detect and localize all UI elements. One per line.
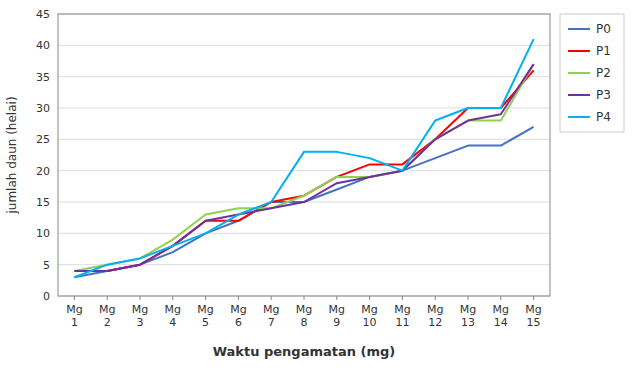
series-line — [74, 64, 533, 271]
x-tick-label: Mg15 — [525, 303, 541, 329]
y-tick-label: 35 — [36, 71, 50, 84]
x-tick — [172, 296, 173, 300]
legend-swatch — [568, 116, 590, 118]
x-tick-label: Mg8 — [296, 303, 312, 329]
x-tick — [271, 296, 272, 300]
x-tick — [402, 296, 403, 300]
y-tick-label: 20 — [36, 165, 50, 178]
x-tick — [304, 296, 305, 300]
chart-container: 051015202530354045Mg1Mg2Mg3Mg4Mg5Mg6Mg7M… — [0, 0, 632, 368]
x-tick — [238, 296, 239, 300]
legend-label: P4 — [596, 110, 611, 124]
y-tick-label: 40 — [36, 39, 50, 52]
x-tick — [468, 296, 469, 300]
legend-swatch — [568, 72, 590, 74]
x-tick-label: Mg13 — [460, 303, 476, 329]
plot-frame — [58, 14, 550, 296]
x-tick-label: Mg4 — [165, 303, 181, 329]
x-tick — [369, 296, 370, 300]
x-tick-label: Mg9 — [329, 303, 345, 329]
grid-line — [58, 233, 550, 234]
grid-line — [58, 139, 550, 140]
grid-line — [58, 45, 550, 46]
x-tick-label: Mg11 — [394, 303, 410, 329]
y-tick-label: 0 — [43, 290, 50, 303]
y-axis-label: jumlah daun (helai) — [5, 96, 19, 214]
x-tick-label: Mg10 — [361, 303, 377, 329]
x-axis-label: Waktu pengamatan (mg) — [213, 344, 396, 359]
y-tick-label: 10 — [36, 227, 50, 240]
legend-swatch — [568, 50, 590, 52]
x-tick-label: Mg14 — [493, 303, 509, 329]
y-tick-label: 30 — [36, 102, 50, 115]
series-line — [74, 39, 533, 277]
legend-label: P1 — [596, 44, 611, 58]
y-axis: 0 5 10 15 20 25 30 35 40 45 — [36, 8, 50, 303]
legend-label: P3 — [596, 88, 611, 102]
x-tick — [500, 296, 501, 300]
x-tick — [107, 296, 108, 300]
grid-line — [58, 76, 550, 77]
x-tick-label: Mg6 — [230, 303, 246, 329]
y-tick-label: 25 — [36, 133, 50, 146]
series-lines — [74, 39, 533, 277]
x-tick — [435, 296, 436, 300]
x-tick-label: Mg2 — [99, 303, 115, 329]
legend: P0 P1 P2 P3 P4 — [560, 14, 624, 132]
x-tick-label: Mg3 — [132, 303, 148, 329]
y-tick-label: 5 — [43, 259, 50, 272]
x-tick — [336, 296, 337, 300]
x-tick-label: Mg7 — [263, 303, 279, 329]
x-tick-label: Mg5 — [197, 303, 213, 329]
x-tick — [140, 296, 141, 300]
y-tick-label: 45 — [36, 8, 50, 21]
grid — [58, 14, 550, 296]
x-tick-label: Mg12 — [427, 303, 443, 329]
chart-svg: 051015202530354045Mg1Mg2Mg3Mg4Mg5Mg6Mg7M… — [0, 0, 632, 368]
x-tick — [205, 296, 206, 300]
legend-label: P0 — [596, 22, 611, 36]
legend-box — [560, 14, 624, 132]
y-tick-label: 15 — [36, 196, 50, 209]
x-tick — [74, 296, 75, 300]
x-tick-label: Mg1 — [66, 303, 82, 329]
series-line — [74, 64, 533, 271]
legend-swatch — [568, 28, 590, 30]
series-line — [74, 70, 533, 271]
x-axis: Mg1 Mg2 Mg3 Mg4 Mg5 Mg6 Mg7 Mg8 Mg9 Mg10 Mg11 Mg12 M… — [66, 296, 542, 329]
x-tick — [533, 296, 534, 300]
legend-swatch — [568, 94, 590, 96]
grid-line — [58, 170, 550, 171]
grid-line — [58, 264, 550, 265]
legend-label: P2 — [596, 66, 611, 80]
